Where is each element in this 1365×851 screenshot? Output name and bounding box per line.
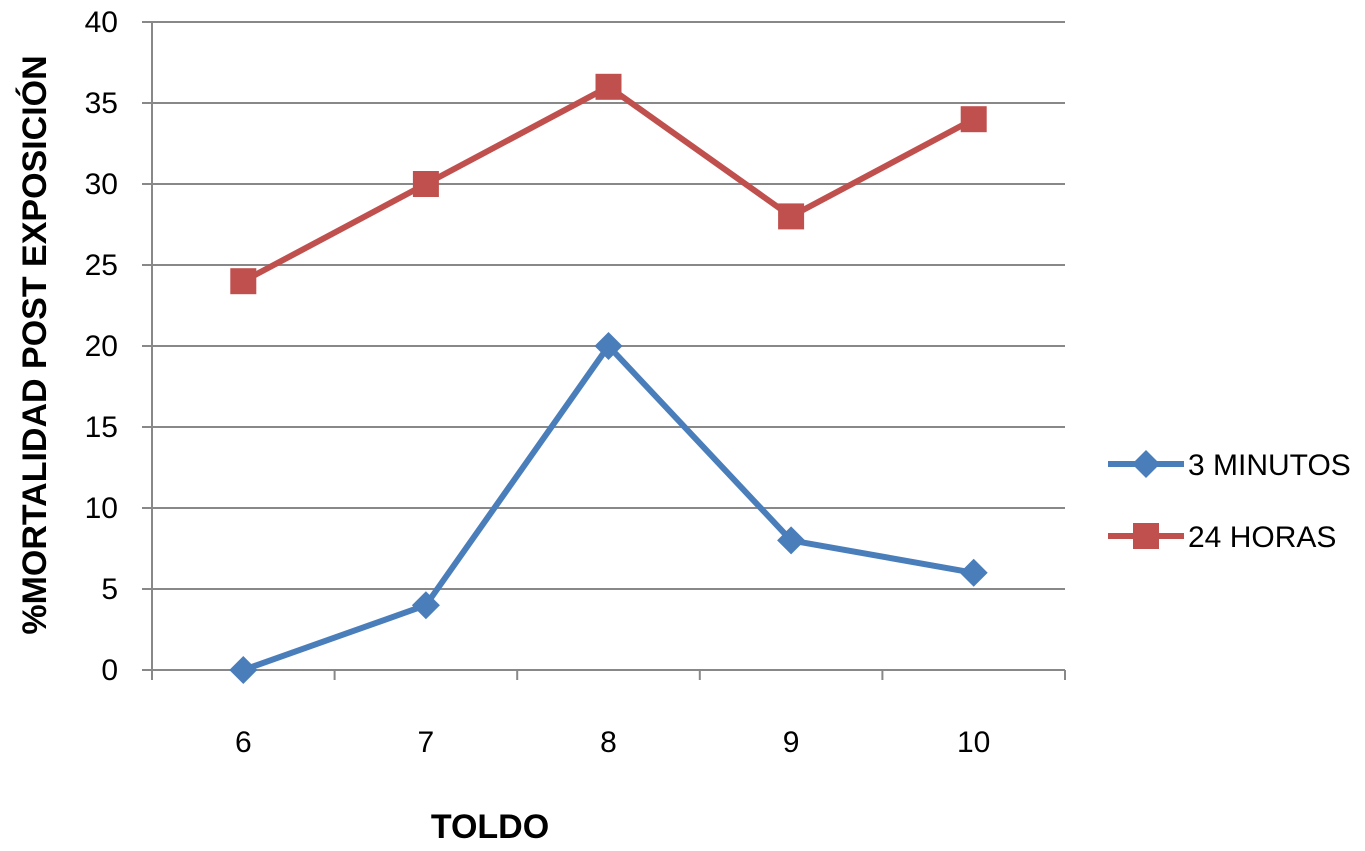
y-tick-label: 5 xyxy=(101,573,118,606)
gridlines xyxy=(152,21,1065,590)
tick-labels: 0 5 10 15 20 25 30 35 40 6 7 8 9 10 xyxy=(85,6,991,759)
legend-swatch-marker xyxy=(1132,450,1160,478)
y-tick-label: 40 xyxy=(85,6,118,39)
x-tick-label: 9 xyxy=(783,726,800,759)
legend-swatch-marker xyxy=(1133,523,1159,549)
data-point xyxy=(777,526,806,555)
data-point xyxy=(230,268,257,295)
data-point xyxy=(959,558,988,587)
y-tick-label: 30 xyxy=(85,168,118,201)
data-point xyxy=(411,591,440,620)
data-point xyxy=(960,106,987,133)
x-axis-title: TOLDO xyxy=(431,808,549,846)
legend-label: 24 HORAS xyxy=(1188,521,1336,554)
series-group xyxy=(229,73,988,684)
y-tick-label: 15 xyxy=(85,411,118,444)
y-tick-label: 25 xyxy=(85,249,118,282)
y-tick-label: 10 xyxy=(85,492,118,525)
legend-item: 24 HORAS xyxy=(1108,521,1336,554)
data-point xyxy=(594,332,623,360)
x-tick-label: 8 xyxy=(600,726,617,759)
series-24-horas xyxy=(230,73,987,295)
legend-item: 3 MINUTOS xyxy=(1108,449,1351,482)
legend: 3 MINUTOS 24 HORAS xyxy=(1108,449,1351,554)
y-tick-label: 0 xyxy=(101,654,118,687)
data-point xyxy=(412,171,439,197)
legend-label: 3 MINUTOS xyxy=(1188,449,1351,482)
data-point xyxy=(778,203,805,230)
x-tick-label: 6 xyxy=(235,726,252,759)
data-point xyxy=(595,73,622,100)
x-tick-label: 10 xyxy=(957,726,990,759)
y-tick-label: 20 xyxy=(85,330,118,363)
y-axis-title: %MORTALIDAD POST EXPOSICIÓN xyxy=(16,55,54,634)
series-3-minutos xyxy=(229,332,988,684)
x-tick-label: 7 xyxy=(418,726,435,759)
axes xyxy=(142,21,1066,680)
y-tick-label: 35 xyxy=(85,87,118,120)
data-point xyxy=(229,656,258,684)
